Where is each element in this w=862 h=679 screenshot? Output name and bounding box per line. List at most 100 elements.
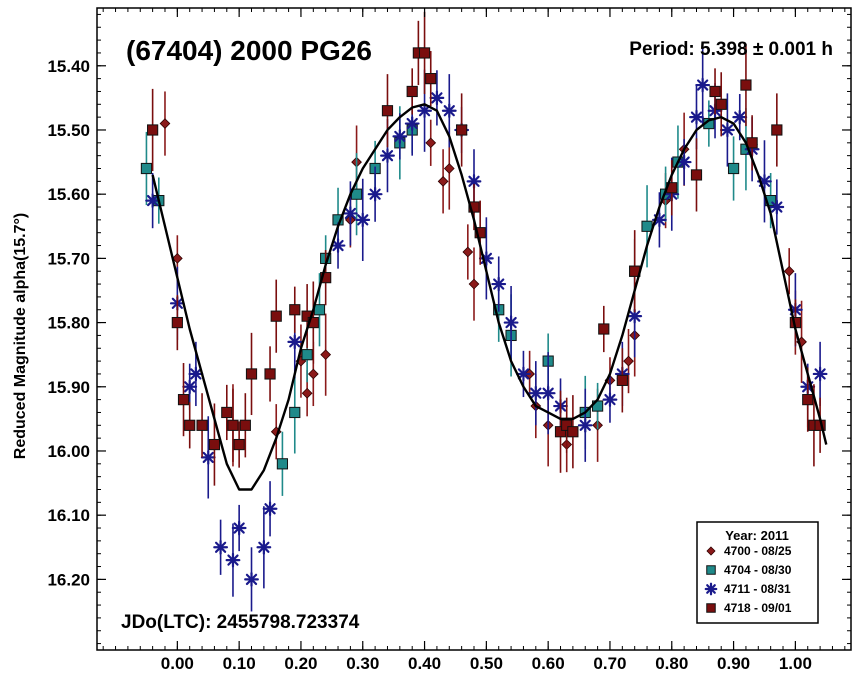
data-point (425, 73, 437, 85)
data-point (289, 304, 301, 316)
data-point (468, 201, 480, 213)
legend-title: Year: 2011 (725, 528, 789, 543)
data-point (287, 334, 303, 350)
data-point (602, 392, 618, 408)
data-point (320, 349, 332, 361)
data-point (208, 438, 221, 451)
data-point (727, 162, 740, 175)
star-stroke (629, 310, 641, 322)
x-tick-label: 0.90 (717, 654, 750, 673)
x-tick-label: 1.00 (779, 654, 812, 673)
jdo-label: JDo(LTC): 2455798.723374 (121, 612, 360, 633)
data-point (462, 246, 474, 258)
data-point (554, 426, 567, 438)
x-tick-label: 0.40 (408, 654, 441, 673)
data-point (528, 385, 544, 401)
data-point (771, 124, 783, 136)
data-point (561, 419, 573, 431)
data-point (443, 163, 455, 174)
data-point (227, 419, 239, 431)
data-point (188, 366, 204, 382)
data-point (239, 419, 251, 431)
star-stroke (146, 194, 159, 207)
data-point (380, 148, 395, 164)
data-point (641, 220, 653, 232)
data-point (540, 385, 556, 401)
data-point (381, 105, 394, 117)
star-stroke (227, 554, 239, 566)
star-stroke (394, 130, 406, 143)
data-point (732, 109, 748, 125)
star-stroke (406, 117, 418, 130)
data-point (812, 366, 828, 382)
star-stroke (245, 573, 258, 586)
data-point (392, 129, 408, 144)
data-point (695, 77, 711, 93)
star-stroke (517, 368, 530, 380)
star-stroke (431, 92, 443, 104)
data-point (256, 539, 272, 555)
star-stroke (369, 188, 381, 200)
star-stroke (604, 393, 616, 406)
star-stroke (697, 79, 709, 91)
data-point (406, 85, 418, 98)
data-point (577, 417, 593, 433)
period-label: Period: 5.398 ± 0.001 h (629, 39, 833, 60)
star-stroke (233, 522, 245, 534)
data-point (719, 122, 735, 138)
legend-entries: 4700 - 08/25 4704 - 08/30 4711 - 08/31 4718… (704, 544, 792, 615)
data-point (715, 98, 727, 110)
star-stroke (258, 541, 270, 553)
data-point (140, 162, 153, 175)
data-point (516, 366, 531, 382)
data-point (147, 124, 159, 136)
data-point (367, 186, 383, 202)
y-tick-label: 15.40 (47, 57, 90, 76)
star-stroke (468, 175, 480, 187)
legend-label: 4711 - 08/31 (724, 582, 791, 596)
data-point (262, 501, 278, 517)
data-point (355, 212, 371, 228)
data-point (184, 419, 196, 431)
data-point (616, 374, 628, 386)
y-tick-label: 15.90 (47, 378, 90, 397)
data-point (231, 520, 247, 536)
data-point (244, 571, 259, 587)
data-point (276, 458, 289, 470)
data-point (437, 175, 449, 187)
star-stroke (721, 124, 734, 136)
star-stroke (814, 368, 826, 380)
star-stroke (579, 419, 591, 431)
data-point (200, 450, 216, 465)
data-point (177, 394, 190, 406)
data-point (740, 79, 752, 91)
legend-marker (706, 603, 716, 613)
y-tick-label: 15.60 (47, 185, 90, 204)
data-point (307, 368, 319, 380)
y-tick-label: 16.10 (47, 506, 90, 525)
data-point (221, 406, 233, 419)
data-point (404, 116, 420, 131)
data-point (491, 276, 507, 292)
star-stroke (332, 239, 344, 252)
data-point (425, 137, 437, 149)
data-point (623, 355, 634, 367)
legend: Year: 2011 4700 - 08/25 4704 - 08/30 4711 … (696, 521, 819, 624)
data-point (690, 169, 703, 181)
data-point (598, 323, 610, 335)
y-tick-label: 16.00 (47, 442, 90, 461)
star-stroke (678, 156, 690, 168)
star-stroke (653, 214, 666, 226)
data-point (627, 308, 643, 324)
star-stroke (214, 541, 227, 553)
x-tick-label: 0.70 (593, 654, 626, 673)
data-point (429, 90, 445, 106)
star-stroke (706, 584, 716, 594)
data-point (689, 109, 704, 125)
data-point (301, 349, 313, 361)
data-point (503, 315, 519, 330)
data-point (417, 103, 432, 119)
legend-label: 4718 - 09/01 (724, 601, 792, 615)
data-point (802, 394, 814, 406)
